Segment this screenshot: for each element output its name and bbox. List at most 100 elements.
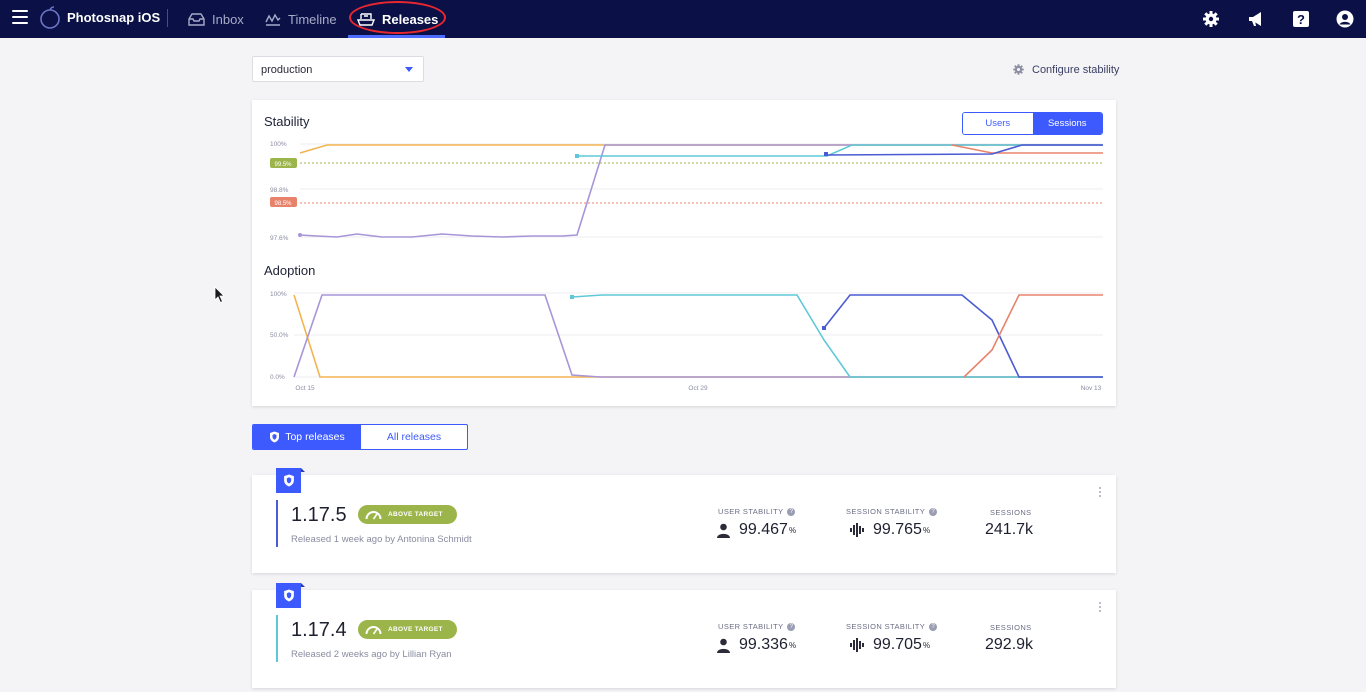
help-icon[interactable]: ? [787,507,796,516]
inbox-icon [188,12,205,26]
release-color-bar [276,615,278,662]
adoption-x-tick: Oct 15 [295,385,315,392]
stability-tick-label: 98.8% [270,187,289,194]
nav-divider [167,9,168,27]
threshold-label-warn: 98.5% [274,201,292,207]
timeline-icon [265,13,281,26]
app-name[interactable]: Photosnap iOS [67,10,161,25]
stability-point-purple [298,233,302,237]
adoption-x-tick: Nov 13 [1081,385,1102,392]
shield-icon [283,474,294,487]
release-meta: Released 2 weeks ago by Lillian Ryan [291,649,452,660]
session-stability-value: 99.705% [850,636,930,654]
adoption-x-tick: Oct 29 [688,385,708,392]
user-stability-value: 99.336% [716,636,796,654]
release-version[interactable]: 1.17.5 [291,504,347,526]
more-options-icon[interactable] [1099,487,1103,499]
nav-inbox[interactable]: Inbox [188,6,244,32]
adoption-series-yellow [293,294,1103,378]
user-stability-label: USER STABILITY? [718,507,796,516]
session-stability-label: SESSION STABILITY? [846,622,938,631]
top-release-flag [276,468,305,493]
session-bars-icon [850,638,864,652]
top-release-flag [276,583,305,608]
help-icon[interactable]: ? [1291,9,1311,29]
release-filter-tabs: Top releases All releases [252,424,468,450]
adoption-series-salmon [963,294,1103,378]
sessions-value: 292.9k [985,636,1034,653]
threshold-badge-good [270,158,297,168]
help-icon[interactable]: ? [787,622,796,631]
menu-icon[interactable] [12,10,28,24]
release-meta: Released 1 week ago by Antonina Schmidt [291,534,472,545]
stability-tick-label: 97.6% [270,235,289,242]
active-tab-indicator [348,35,445,38]
stability-point-cyan [575,154,579,158]
threshold-badge-warn [270,197,297,207]
session-stability-value: 99.765% [850,521,930,539]
status-badge: ABOVE TARGET [358,505,457,524]
tab-all-releases[interactable]: All releases [386,431,442,443]
configure-stability-link[interactable]: Configure stability [1012,63,1119,76]
chevron-down-icon [405,67,413,72]
adoption-title: Adoption [264,263,316,278]
release-version[interactable]: 1.17.4 [291,619,347,641]
sessions-label: SESSIONS [990,623,1032,632]
adoption-point-cyan [570,295,574,299]
stability-series-blue [826,144,1103,156]
environment-value: production [261,64,313,76]
tab-top-releases-label: Top releases [285,431,345,443]
session-bars-icon [850,523,864,537]
gauge-icon [365,625,382,634]
highlight-circle [349,1,446,34]
adoption-point-blue [822,326,826,330]
tab-top-releases[interactable]: Top releases [253,425,361,449]
stability-title: Stability [264,114,310,129]
stability-series-salmon [951,144,1103,154]
adoption-series-purple [293,294,1103,378]
user-icon [717,638,730,653]
adoption-tick-label: 100% [270,291,287,298]
session-stability-label: SESSION STABILITY? [846,507,938,516]
user-icon [717,523,730,538]
stability-series-purple [299,144,1103,238]
metric-toggle: Users Sessions [962,112,1103,135]
adoption-tick-label: 50.0% [270,332,289,339]
gear-icon [1013,64,1024,75]
nav-timeline[interactable]: Timeline [265,6,337,32]
status-badge: ABOVE TARGET [358,620,457,639]
help-icon[interactable]: ? [929,622,938,631]
stability-point-blue [824,152,828,156]
nav-inbox-label: Inbox [212,11,244,27]
sessions-label: SESSIONS [990,508,1032,517]
configure-stability-label: Configure stability [1032,63,1120,76]
status-badge-label: ABOVE TARGET [388,626,443,633]
more-options-icon[interactable] [1099,602,1103,614]
svg-text:?: ? [1297,12,1305,27]
sessions-value: 241.7k [985,521,1034,538]
shield-icon [270,431,280,443]
megaphone-icon[interactable] [1246,9,1266,29]
user-stability-value: 99.467% [716,521,796,539]
adoption-series-blue [823,294,1103,378]
account-icon[interactable] [1335,9,1355,29]
adoption-series-cyan [571,294,1103,378]
gear-icon[interactable] [1201,9,1221,29]
shield-icon [283,589,294,602]
threshold-label-good: 99.5% [274,162,292,168]
gauge-icon [365,510,382,519]
stability-chart-card: Stability Users Sessions Adoption 100% 9… [252,100,1116,406]
apple-logo-icon [40,6,60,29]
toggle-sessions[interactable]: Sessions [1032,113,1102,134]
toggle-users[interactable]: Users [963,113,1033,134]
release-color-bar [276,500,278,547]
release-card[interactable]: 1.17.5 ABOVE TARGET Released 1 week ago … [252,468,1116,573]
user-stability-label: USER STABILITY? [718,622,796,631]
status-badge-label: ABOVE TARGET [388,511,443,518]
help-icon[interactable]: ? [929,507,938,516]
environment-select[interactable]: production [252,56,424,82]
release-card[interactable]: 1.17.4 ABOVE TARGET Released 2 weeks ago… [252,583,1116,688]
adoption-tick-label: 0.0% [270,374,285,381]
top-nav: Photosnap iOS Inbox Timeline Releases ? [0,0,1366,38]
nav-timeline-label: Timeline [288,11,337,27]
